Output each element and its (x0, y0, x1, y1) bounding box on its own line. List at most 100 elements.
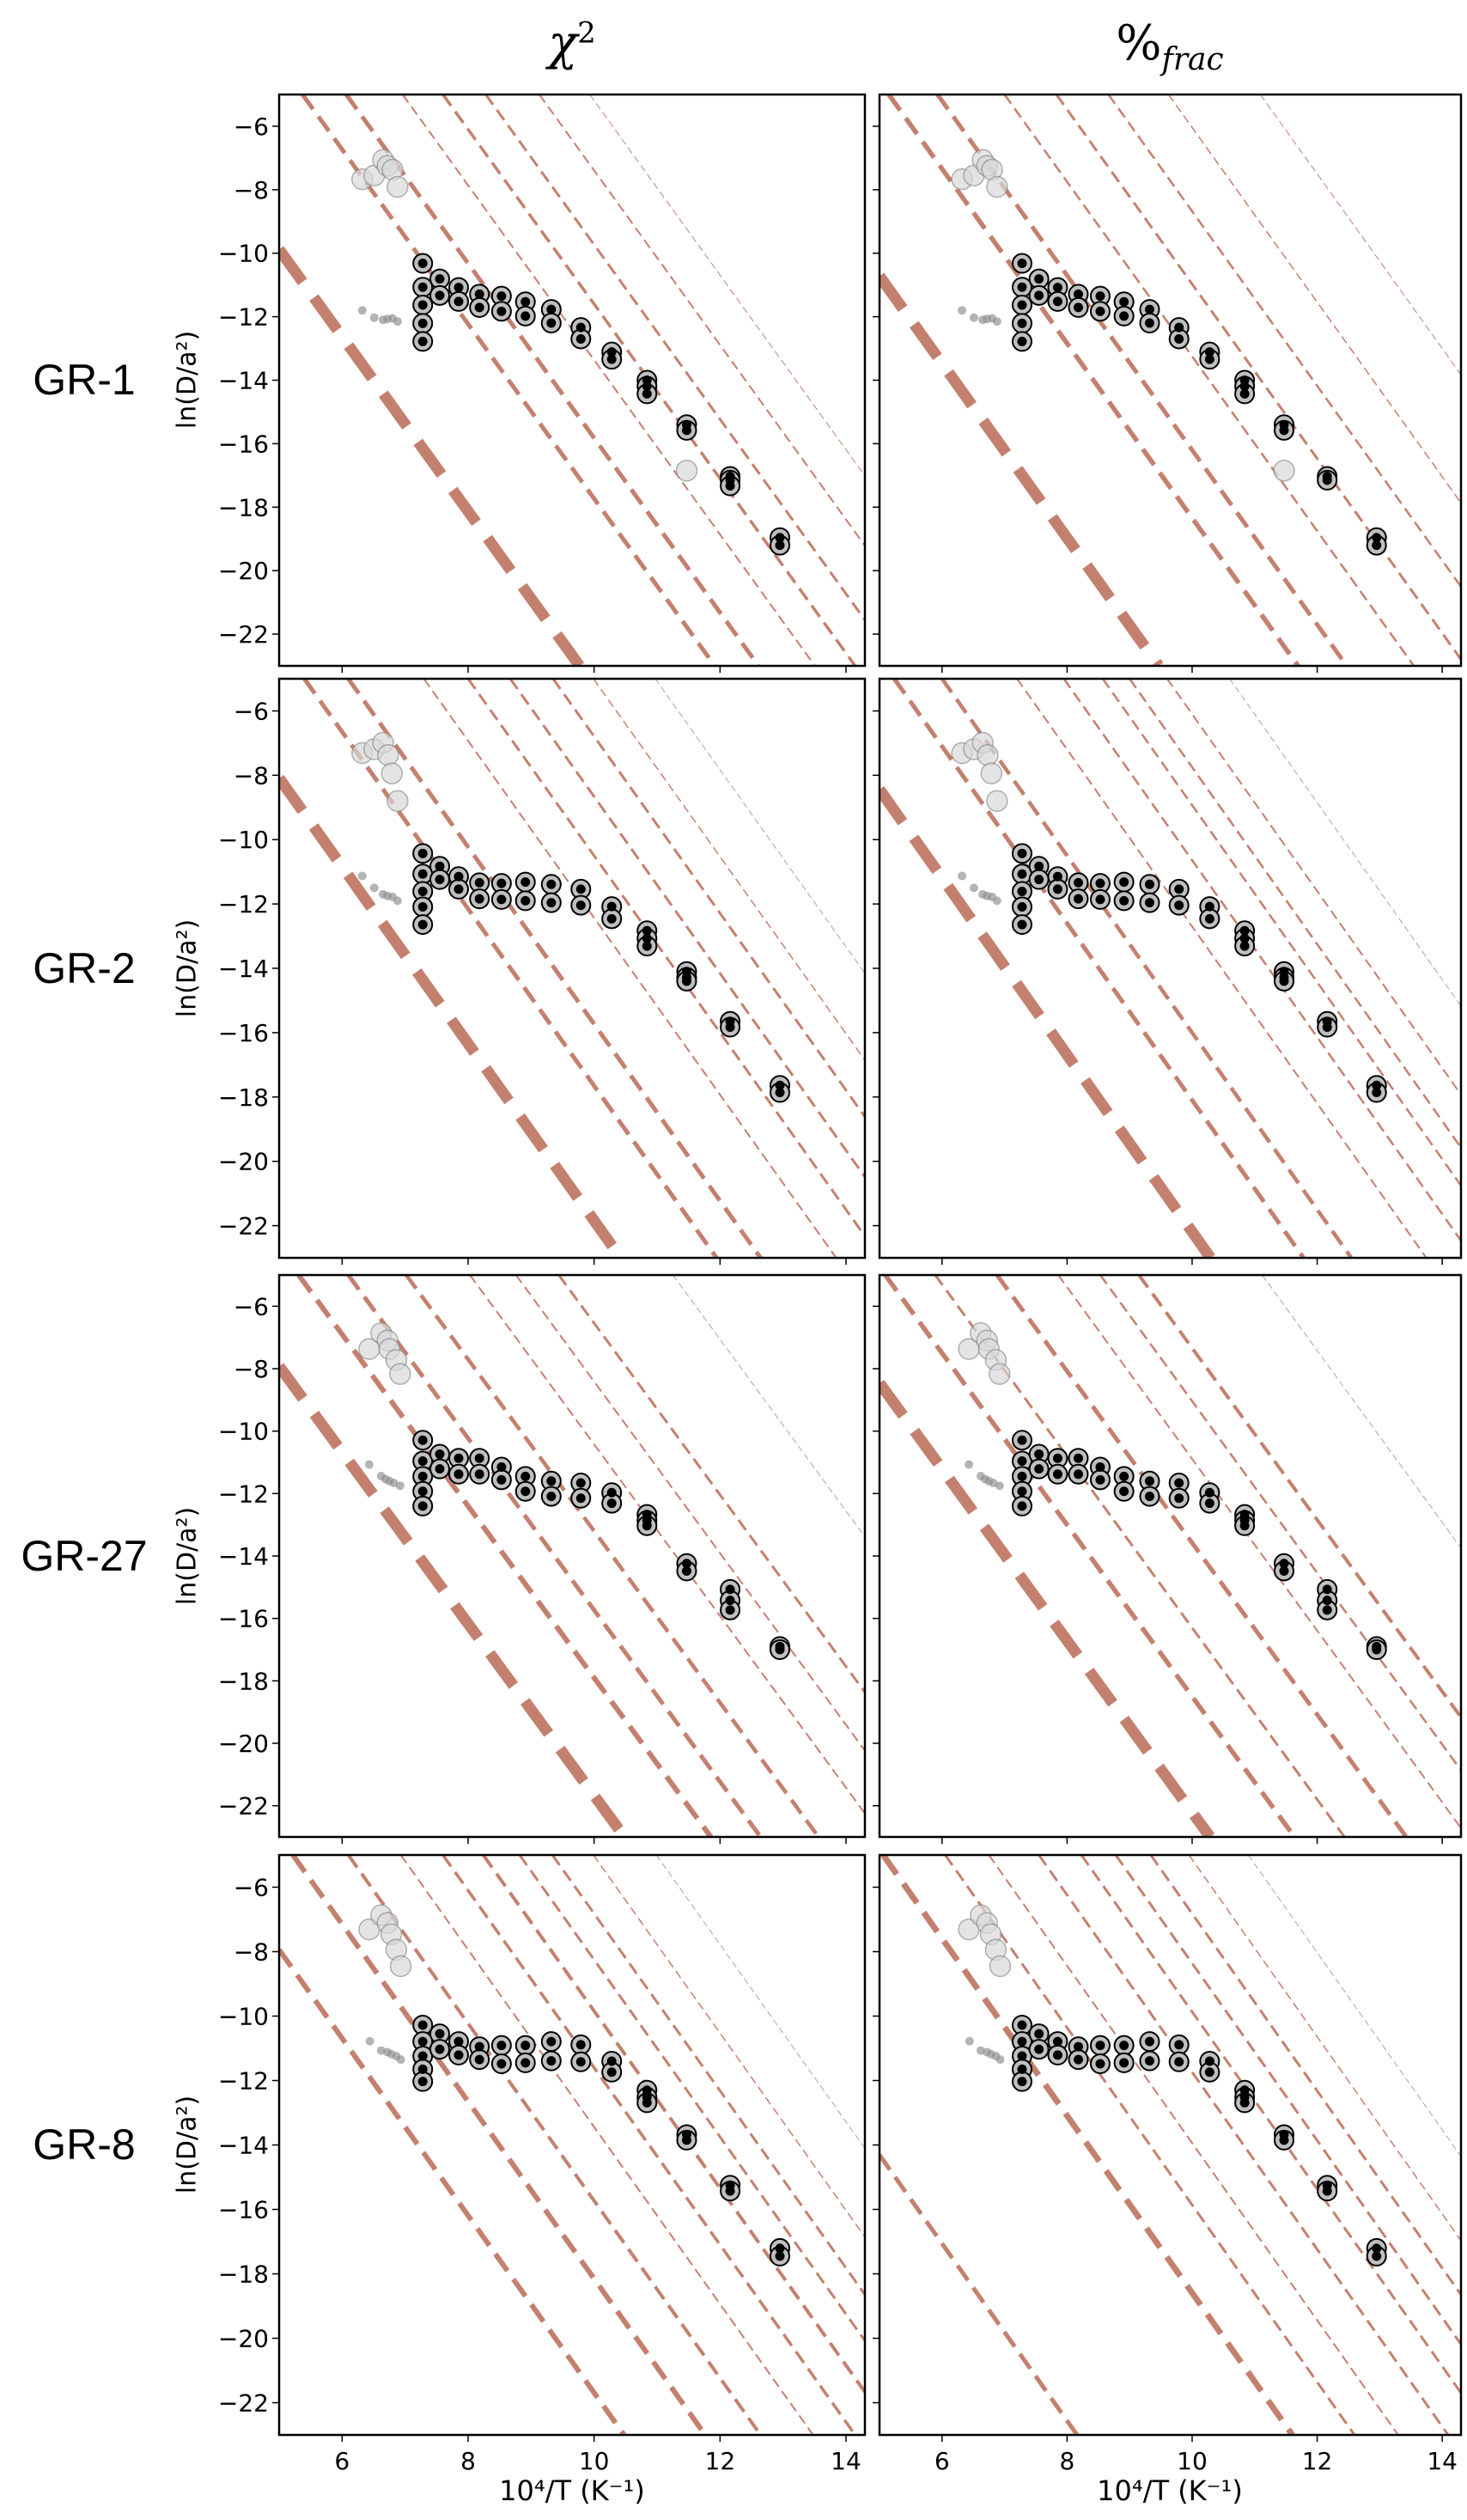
y-tick-label: −8 (234, 176, 269, 204)
reference-line (346, 1855, 763, 2435)
main-point-dot (496, 291, 507, 302)
reference-line (481, 1855, 865, 2394)
main-point-dot (520, 2041, 531, 2051)
reference-line (1248, 1855, 1461, 2157)
main-point-dot (575, 1493, 586, 1504)
reference-line (1055, 95, 1461, 661)
reference-line (405, 1275, 820, 1837)
main-point-dot (417, 336, 428, 346)
main-point-dot (775, 1080, 785, 1090)
y-tick-label: −8 (234, 761, 269, 790)
x-axis-label-left: 10⁴/T (K⁻¹) (499, 2474, 645, 2507)
main-point-dot (435, 2029, 445, 2039)
y-tick-label: −10 (218, 1418, 269, 1446)
main-point-dot (1204, 901, 1214, 912)
column-title-chi2-sup: 2 (577, 15, 596, 51)
y-tick-label: −22 (218, 620, 269, 649)
main-point-dot (1119, 1486, 1129, 1497)
main-point-dot (1174, 884, 1184, 894)
main-point-dot (1017, 1456, 1027, 1467)
y-tick-label: −14 (218, 367, 269, 395)
main-point-dot (606, 901, 617, 912)
main-point-dot (453, 283, 464, 293)
main-point-dot (1204, 2056, 1214, 2066)
panel-gr-27-chi2: −6 −8 −10 −12 −14 −16 −18 −20 −22 (218, 1273, 867, 1844)
main-point-dot (1034, 861, 1044, 871)
main-point-dot (520, 895, 531, 906)
main-point-dot (1119, 877, 1129, 888)
main-point-dot (417, 300, 428, 310)
main-point-dot (1279, 1565, 1289, 1576)
main-point-dot (546, 879, 557, 889)
y-tick-label: −12 (218, 890, 269, 918)
main-point-dot (546, 304, 557, 314)
main-point-dot (1119, 1471, 1129, 1481)
reference-line (944, 1855, 1356, 2435)
reference-line (279, 774, 625, 1258)
panel-gr-1-chi2: −6 −8 −10 −12 −14 −16 −18 −20 −22 (218, 93, 867, 673)
y-tick-label: −6 (234, 113, 269, 141)
main-point-dot (1204, 347, 1214, 357)
light-point (980, 762, 1003, 784)
reference-line (1129, 679, 1461, 1149)
main-point-dot (1095, 2059, 1105, 2069)
y-tick-label: −20 (218, 2325, 269, 2353)
small-point (357, 871, 367, 881)
plot-area (279, 679, 865, 1258)
main-point-dot (417, 282, 428, 292)
main-point-dot (642, 2097, 652, 2108)
main-point-dot (1017, 2020, 1027, 2030)
panel-gr-2-frac (873, 677, 1463, 1265)
small-point (958, 306, 967, 315)
main-point-dot (1144, 1492, 1154, 1502)
main-point-dot (546, 1476, 557, 1486)
main-point-dot (520, 877, 531, 888)
main-point-dot (1095, 1461, 1105, 1472)
main-point-dot (417, 869, 428, 879)
small-point (364, 1460, 374, 1469)
main-point-dot (417, 1435, 428, 1445)
main-point-dot (417, 848, 428, 858)
main-point-dot (606, 1487, 617, 1498)
main-point-dot (1279, 976, 1289, 986)
main-point-dot (520, 311, 531, 321)
main-point-dot (1052, 1469, 1062, 1480)
reference-line (995, 1275, 1409, 1837)
main-point-dot (417, 2064, 428, 2074)
reference-line (508, 679, 865, 1178)
reference-line (1038, 1855, 1450, 2435)
reference-line (302, 679, 719, 1258)
main-point-dot (546, 318, 557, 328)
reference-line (344, 95, 761, 666)
main-point-dot (1017, 1501, 1027, 1511)
y-axis-label-row1: ln(D/a²) (172, 330, 203, 430)
main-point-dot (1052, 296, 1062, 307)
main-point-dot (1052, 2050, 1062, 2060)
y-tick-label: −6 (234, 1874, 269, 1902)
main-point-dot (474, 2054, 484, 2065)
main-point-dot (520, 1486, 531, 1497)
reference-line (551, 1855, 865, 2296)
x-tick-label: 12 (1302, 2447, 1333, 2475)
reference-line (655, 1855, 865, 2149)
reference-line (1101, 679, 1461, 1187)
main-point-dot (417, 318, 428, 328)
main-point-dot (1174, 1493, 1184, 1504)
reference-line (880, 786, 1215, 1258)
panel-gr-27-frac (873, 1273, 1463, 1844)
main-point-dot (1052, 871, 1062, 882)
light-point (989, 1955, 1012, 1978)
reference-line (880, 1855, 1295, 2435)
column-title-frac: %frac (998, 15, 1342, 77)
main-point-dot (1144, 879, 1154, 889)
column-title-chi2-main: χ (548, 15, 578, 71)
main-point-dot (474, 877, 484, 888)
reference-line (514, 1275, 865, 1752)
main-point-dot (1017, 259, 1027, 269)
main-point-dot (1239, 941, 1250, 951)
reference-line (589, 95, 865, 477)
main-point-dot (435, 861, 445, 871)
reference-line (1016, 679, 1427, 1258)
main-point-dot (435, 2044, 445, 2054)
main-point-dot (453, 2050, 464, 2060)
